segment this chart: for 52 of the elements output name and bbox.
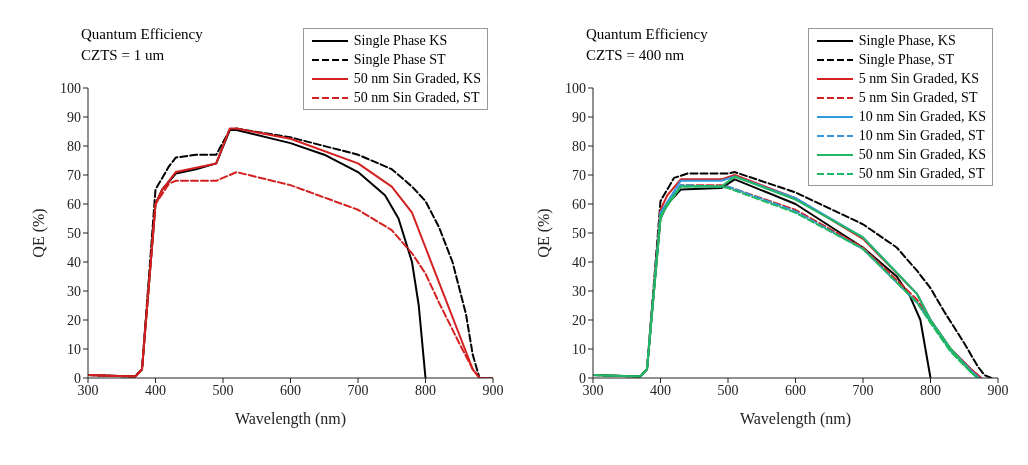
y-tick-label: 50 (572, 225, 586, 241)
legend-label: 50 nm Sin Graded, KS (858, 146, 986, 164)
x-tick-label: 500 (717, 382, 739, 398)
y-tick-label: 30 (572, 283, 586, 299)
y-tick-label: 40 (67, 254, 81, 270)
x-tick-label: 600 (785, 382, 806, 398)
legend-label: 5 nm Sin Graded, ST (858, 89, 978, 107)
y-tick-label: 40 (572, 254, 586, 270)
y-tick-label: 90 (67, 109, 81, 125)
x-tick-label: 900 (987, 382, 1009, 398)
y-axis-title: QE (%) (534, 208, 553, 258)
legend-label: 50 nm Sin Graded, ST (858, 165, 985, 183)
x-tick-label: 400 (650, 382, 671, 398)
chart-title: Quantum Efficiency (81, 25, 203, 44)
legend-label: 50 nm Sin Graded, KS (353, 70, 481, 88)
x-tick-label: 600 (280, 382, 301, 398)
y-tick-label: 100 (565, 80, 586, 96)
x-axis-title: Wavelength (nm) (234, 410, 347, 428)
legend-label: Single Phase ST (353, 51, 446, 69)
x-tick-label: 700 (347, 382, 369, 398)
y-tick-label: 50 (67, 225, 81, 241)
y-tick-label: 30 (67, 283, 81, 299)
x-tick-label: 800 (415, 382, 436, 398)
y-tick-label: 10 (572, 341, 586, 357)
y-tick-label: 70 (67, 167, 81, 183)
y-tick-label: 90 (572, 109, 586, 125)
y-tick-label: 80 (67, 138, 81, 154)
y-tick-label: 10 (67, 341, 81, 357)
chart-title: Quantum Efficiency (586, 25, 708, 44)
chart-subtitle: CZTS = 1 um (81, 46, 166, 65)
x-tick-label: 400 (145, 382, 166, 398)
x-tick-label: 700 (852, 382, 874, 398)
legend-label: 10 nm Sin Graded, KS (858, 108, 986, 126)
legend-label: Single Phase, KS (858, 32, 956, 50)
legend-label: 5 nm Sin Graded, KS (858, 70, 979, 88)
x-tick-label: 800 (920, 382, 941, 398)
y-tick-label: 20 (67, 312, 81, 328)
y-tick-label: 60 (572, 196, 586, 212)
legend-label: Single Phase KS (353, 32, 448, 50)
chart-subtitle: CZTS = 400 nm (586, 46, 686, 65)
legend-label: 50 nm Sin Graded, ST (353, 89, 480, 107)
y-tick-label: 20 (572, 312, 586, 328)
x-tick-label: 500 (212, 382, 234, 398)
x-axis-title: Wavelength (nm) (739, 410, 852, 428)
y-tick-label: 100 (60, 80, 81, 96)
legend-label: Single Phase, ST (858, 51, 955, 69)
y-tick-label: 60 (67, 196, 81, 212)
legend-label: 10 nm Sin Graded, ST (858, 127, 985, 145)
y-axis-title: QE (%) (29, 208, 48, 258)
y-tick-label: 70 (572, 167, 586, 183)
x-tick-label: 900 (482, 382, 504, 398)
y-tick-label: 80 (572, 138, 586, 154)
